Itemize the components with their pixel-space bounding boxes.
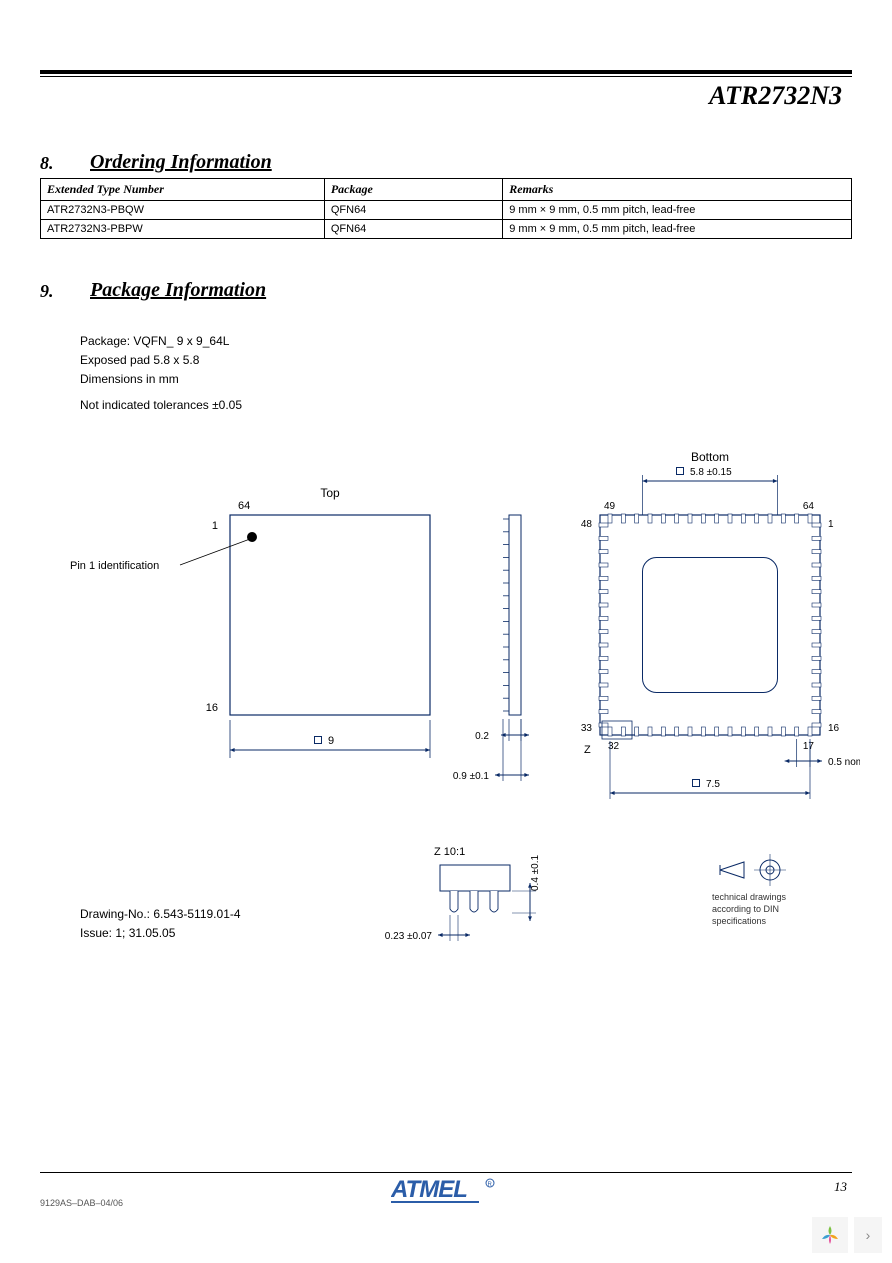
svg-text:64: 64 bbox=[803, 501, 815, 512]
logo-text: ATMEL bbox=[391, 1176, 467, 1203]
ordering-table: Extended Type Number Package Remarks ATR… bbox=[40, 178, 852, 239]
cell: 9 mm × 9 mm, 0.5 mm pitch, lead-free bbox=[503, 201, 852, 220]
svg-text:16: 16 bbox=[206, 702, 218, 714]
svg-text:0.2: 0.2 bbox=[475, 731, 489, 742]
cell: ATR2732N3-PBQW bbox=[41, 201, 325, 220]
svg-text:9: 9 bbox=[328, 735, 334, 747]
svg-text:technical drawings: technical drawings bbox=[712, 892, 787, 902]
svg-text:Z 10:1: Z 10:1 bbox=[434, 846, 465, 858]
cell: QFN64 bbox=[324, 220, 502, 239]
package-diagram: Top 64 1 16 Pin 1 identification 9 0.2 0.9 ±0.1… bbox=[40, 425, 852, 1065]
svg-text:1: 1 bbox=[828, 519, 834, 530]
header-rule bbox=[40, 70, 852, 77]
svg-text:0.9 ±0.1: 0.9 ±0.1 bbox=[453, 771, 490, 782]
section-number: 9. bbox=[40, 281, 70, 302]
drawing-issue: Issue: 1; 31.05.05 bbox=[80, 924, 241, 943]
drawing-number: Drawing-No.: 6.543-5119.01-4 bbox=[80, 905, 241, 924]
svg-text:48: 48 bbox=[581, 519, 593, 530]
col-header: Package bbox=[324, 179, 502, 201]
svg-text:0.23 ±0.07: 0.23 ±0.07 bbox=[385, 931, 433, 942]
page-number: 13 bbox=[834, 1179, 847, 1195]
svg-text:specifications: specifications bbox=[712, 916, 767, 926]
svg-text:0.5 nom.: 0.5 nom. bbox=[828, 757, 860, 768]
section-title: Package Information bbox=[90, 279, 266, 302]
col-header: Remarks bbox=[503, 179, 852, 201]
section-number: 8. bbox=[40, 153, 70, 174]
svg-text:17: 17 bbox=[803, 741, 815, 752]
atmel-logo: ATMEL R bbox=[391, 1175, 501, 1208]
cell: ATR2732N3-PBPW bbox=[41, 220, 325, 239]
table-row: ATR2732N3-PBQW QFN64 9 mm × 9 mm, 0.5 mm… bbox=[41, 201, 852, 220]
drawing-info: Drawing-No.: 6.543-5119.01-4 Issue: 1; 3… bbox=[80, 905, 241, 943]
svg-text:33: 33 bbox=[581, 723, 593, 734]
logo-underline bbox=[391, 1201, 479, 1203]
package-svg: Top 64 1 16 Pin 1 identification 9 0.2 0.9 ±0.1… bbox=[40, 425, 860, 1065]
section-title: Ordering Information bbox=[90, 151, 272, 174]
col-header: Extended Type Number bbox=[41, 179, 325, 201]
svg-text:49: 49 bbox=[604, 501, 616, 512]
logo-reg-r: R bbox=[488, 1182, 493, 1188]
svg-text:0.4 ±0.1: 0.4 ±0.1 bbox=[530, 854, 541, 891]
cell: QFN64 bbox=[324, 201, 502, 220]
corner-widget: › bbox=[812, 1217, 882, 1253]
document-title: ATR2732N3 bbox=[40, 81, 852, 111]
pkg-line: Exposed pad 5.8 x 5.8 bbox=[80, 351, 852, 370]
table-header-row: Extended Type Number Package Remarks bbox=[41, 179, 852, 201]
svg-text:7.5: 7.5 bbox=[706, 779, 720, 790]
package-info-text: Package: VQFN_ 9 x 9_64L Exposed pad 5.8… bbox=[80, 332, 852, 415]
footer-rule bbox=[40, 1172, 852, 1173]
pkg-line: Dimensions in mm bbox=[80, 370, 852, 389]
svg-text:Top: Top bbox=[320, 486, 340, 500]
cell: 9 mm × 9 mm, 0.5 mm pitch, lead-free bbox=[503, 220, 852, 239]
pkg-line: Package: VQFN_ 9 x 9_64L bbox=[80, 332, 852, 351]
svg-text:16: 16 bbox=[828, 723, 840, 734]
section-package: 9. Package Information bbox=[40, 279, 852, 302]
svg-text:Z: Z bbox=[584, 744, 591, 756]
corner-next-button[interactable]: › bbox=[854, 1217, 882, 1253]
svg-text:according to DIN: according to DIN bbox=[712, 904, 779, 914]
svg-text:5.8 ±0.15: 5.8 ±0.15 bbox=[690, 467, 732, 478]
svg-text:Pin 1 identification: Pin 1 identification bbox=[70, 560, 159, 572]
svg-text:1: 1 bbox=[212, 520, 218, 532]
doc-code: 9129AS–DAB–04/06 bbox=[40, 1198, 123, 1208]
corner-logo-icon[interactable] bbox=[812, 1217, 848, 1253]
svg-text:Bottom: Bottom bbox=[691, 450, 729, 464]
table-row: ATR2732N3-PBPW QFN64 9 mm × 9 mm, 0.5 mm… bbox=[41, 220, 852, 239]
chevron-right-icon: › bbox=[866, 1227, 871, 1243]
section-ordering: 8. Ordering Information bbox=[40, 151, 852, 174]
pkg-line: Not indicated tolerances ±0.05 bbox=[80, 396, 852, 415]
svg-text:64: 64 bbox=[238, 500, 250, 512]
